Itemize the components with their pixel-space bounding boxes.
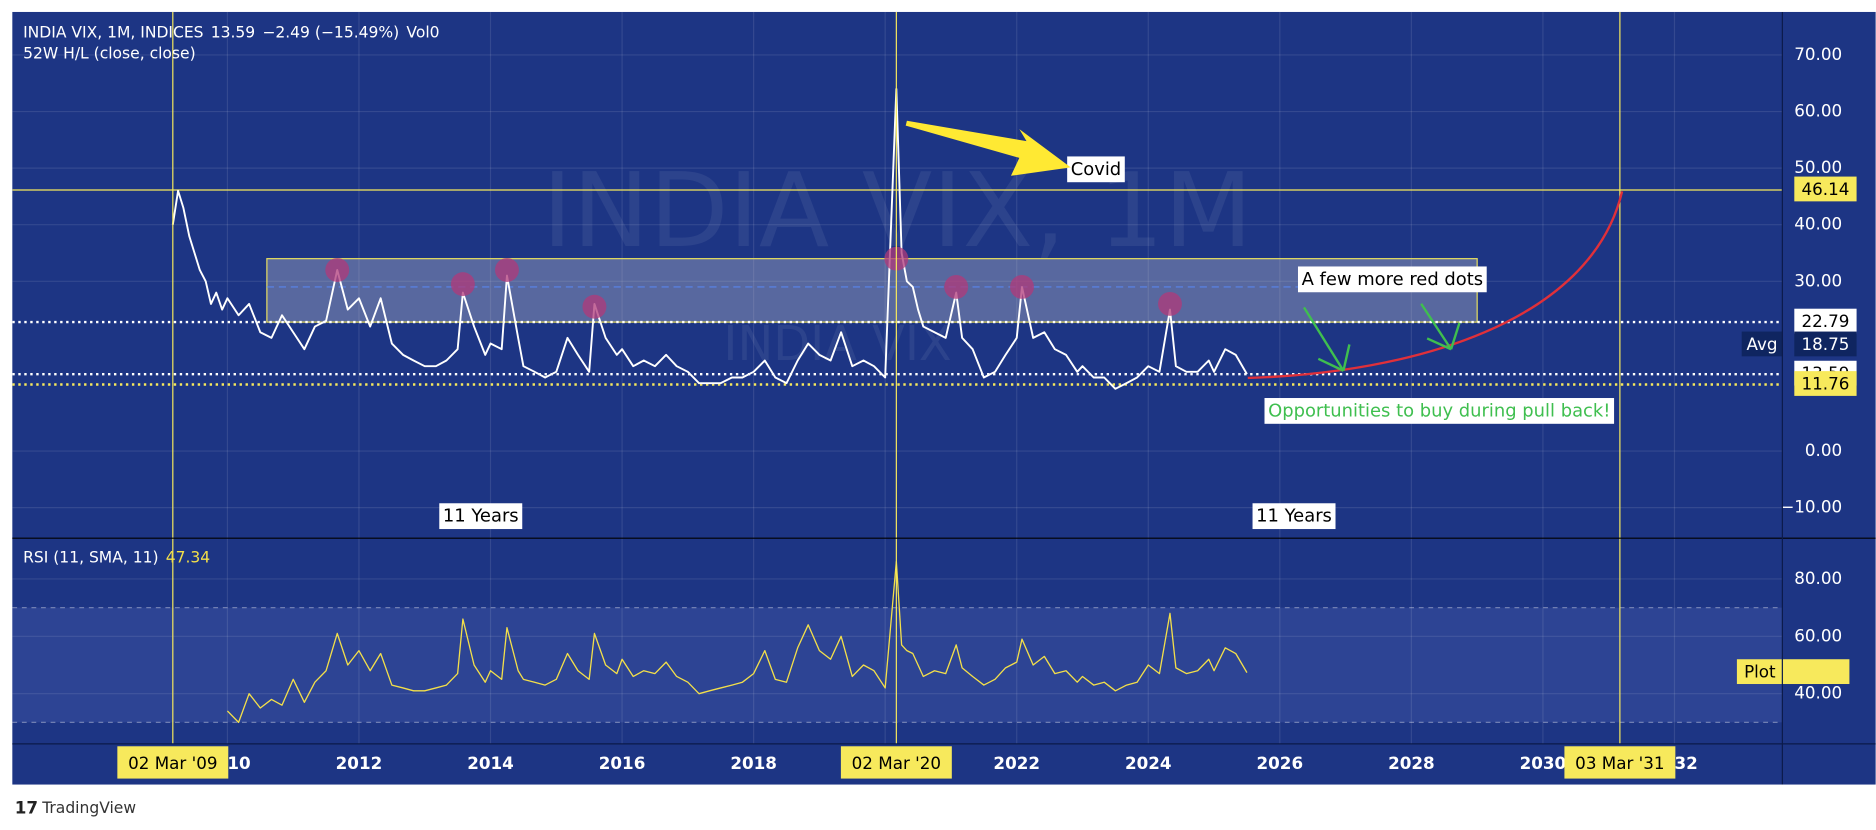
y-tick-label: 60.00 bbox=[1794, 625, 1842, 645]
brand: 17 TradingView bbox=[15, 797, 137, 817]
y-tick-label: 0.00 bbox=[1805, 440, 1842, 460]
price-label: 22.79 bbox=[1801, 311, 1849, 331]
y-tick-label: 80.00 bbox=[1794, 568, 1842, 588]
highlight-dot bbox=[1158, 291, 1182, 316]
indicator-label: 52W H/L (close, close) bbox=[23, 44, 196, 62]
rsi-title: RSI (11, SMA, 11) bbox=[23, 548, 158, 566]
y-tick-label: 40.00 bbox=[1794, 683, 1842, 703]
label-box bbox=[1741, 331, 1783, 357]
annotation: 11 Years bbox=[1256, 506, 1332, 527]
x-tick-label: 2016 bbox=[599, 753, 646, 773]
label-box bbox=[1794, 176, 1857, 202]
highlight-dot bbox=[582, 294, 607, 319]
rsi-last: 47.34 bbox=[166, 548, 211, 566]
label-box bbox=[1297, 266, 1487, 293]
label-box bbox=[1794, 331, 1857, 357]
x-tick-label: 2024 bbox=[1125, 753, 1172, 773]
symbol-title: INDIA VIX, 1M, INDICES bbox=[23, 23, 203, 41]
label-box bbox=[1067, 156, 1125, 183]
label-box bbox=[1794, 371, 1857, 396]
x-tick-label: 2014 bbox=[467, 753, 514, 773]
annotation: 11 Years bbox=[443, 506, 519, 527]
highlight-dot bbox=[494, 258, 519, 282]
last-price: 13.59 bbox=[211, 23, 255, 41]
projection-curve bbox=[1247, 191, 1624, 380]
highlight-dot bbox=[450, 272, 475, 297]
green-arrow bbox=[1420, 303, 1461, 351]
y-tick-label: 60.00 bbox=[1794, 101, 1842, 121]
y-tick-label: −10.00 bbox=[1780, 497, 1842, 517]
highlight-dot bbox=[325, 258, 350, 282]
volume: Vol0 bbox=[406, 23, 439, 41]
annotation: A few more red dots bbox=[1302, 269, 1484, 290]
plot-label-box bbox=[1736, 659, 1850, 685]
price-label: 18.75 bbox=[1801, 334, 1849, 354]
x-tick-label: 2026 bbox=[1257, 753, 1304, 773]
y-tick-label: 40.00 bbox=[1794, 214, 1842, 234]
zone bbox=[266, 258, 1478, 323]
label-box bbox=[439, 503, 523, 530]
plot-label-name: Plot bbox=[1744, 662, 1776, 682]
series-line bbox=[226, 561, 1248, 724]
y-tick-label: 70.00 bbox=[1794, 44, 1842, 64]
highlight-dot bbox=[944, 274, 969, 299]
annotation: Covid bbox=[1071, 159, 1121, 180]
y-tick-label: 30.00 bbox=[1794, 270, 1842, 290]
price-label: 46.14 bbox=[1801, 179, 1849, 199]
label-box bbox=[1794, 308, 1857, 334]
highlight-dot bbox=[1010, 274, 1034, 299]
x-tick-label: 2018 bbox=[730, 753, 777, 773]
price-change: −2.49 (−15.49%) bbox=[262, 23, 399, 41]
x-tick-label: 2012 bbox=[336, 753, 383, 773]
brand-name: TradingView bbox=[41, 799, 136, 817]
rsi-band bbox=[12, 607, 1783, 723]
x-tick-label: 2028 bbox=[1388, 753, 1435, 773]
yellow-arrow bbox=[905, 120, 1071, 176]
price-label-name: Avg bbox=[1746, 334, 1777, 354]
series-line bbox=[171, 87, 1248, 390]
marker-label: 02 Mar '20 bbox=[852, 753, 941, 773]
green-arrow bbox=[1302, 306, 1351, 372]
annotation: Opportunities to buy during pull back! bbox=[1268, 400, 1610, 421]
rsi-header: RSI (11, SMA, 11) 47.34 bbox=[23, 548, 210, 566]
price-label: 11.76 bbox=[1801, 374, 1849, 394]
marker-box bbox=[840, 746, 952, 779]
x-tick-label: 2022 bbox=[993, 753, 1040, 773]
marker-box bbox=[1564, 746, 1676, 779]
y-tick-label: 50.00 bbox=[1794, 157, 1842, 177]
brand-logo: 17 bbox=[15, 797, 38, 817]
marker-box bbox=[117, 746, 229, 779]
label-box bbox=[1264, 398, 1615, 424]
label-box bbox=[1252, 503, 1336, 530]
marker-label: 03 Mar '31 bbox=[1575, 753, 1664, 773]
header: INDIA VIX, 1M, INDICES 13.59 −2.49 (−15.49… bbox=[23, 23, 439, 41]
x-tick-label: 2030 bbox=[1520, 753, 1567, 773]
green-arrows bbox=[1302, 303, 1461, 372]
marker-label: 02 Mar '09 bbox=[128, 753, 217, 773]
